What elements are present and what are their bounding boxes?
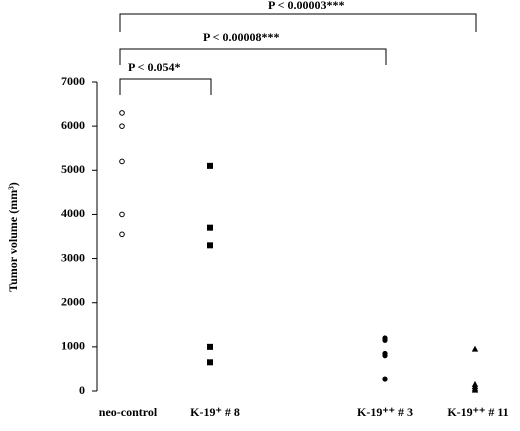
point <box>119 158 125 165</box>
point <box>119 123 125 129</box>
point <box>119 211 125 218</box>
y-tick-label: 5000 <box>61 162 85 176</box>
point <box>382 353 388 359</box>
y-tick-label: 3000 <box>61 250 85 264</box>
y-tick-label: 1000 <box>61 339 85 353</box>
x-tick-label: K-19⁺⁺ # 3 <box>357 405 413 419</box>
annotation: P < 0.054* <box>128 60 181 74</box>
point <box>207 242 213 249</box>
y-tick-label: 2000 <box>61 294 85 308</box>
point <box>207 162 213 169</box>
point <box>207 359 213 366</box>
annotation: P < 0.00008*** <box>203 30 280 44</box>
point <box>471 386 479 393</box>
y-axis-title: Tumor volume (mm³) <box>6 182 20 292</box>
y-tick-label: 4000 <box>61 206 85 220</box>
annotation: P < 0.00003*** <box>268 0 345 12</box>
y-tick-label: 0 <box>79 383 85 397</box>
y-tick-label: 6000 <box>61 118 85 132</box>
x-tick-label: K-19⁺⁺ # 11 <box>447 405 508 419</box>
bracket <box>119 78 212 95</box>
point <box>471 345 479 352</box>
point <box>119 110 125 116</box>
point <box>207 224 213 231</box>
point <box>382 337 388 343</box>
y-tick-label: 7000 <box>61 74 85 88</box>
point <box>119 231 125 238</box>
x-tick-label: neo-control <box>99 405 158 419</box>
point <box>382 376 388 382</box>
bracket <box>119 13 477 32</box>
x-tick-label: K-19⁺ # 8 <box>190 405 240 419</box>
point <box>207 343 213 350</box>
bracket <box>119 48 387 65</box>
